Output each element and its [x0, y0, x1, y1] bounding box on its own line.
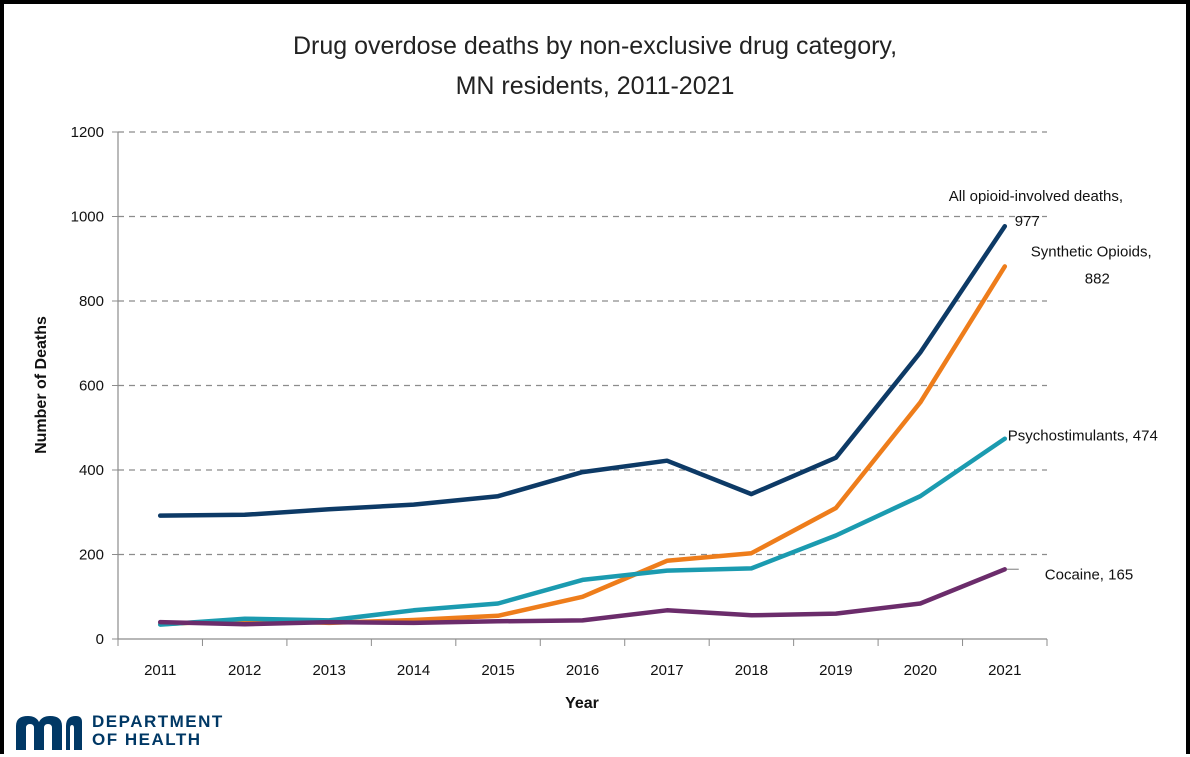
x-axis-label: Year — [565, 695, 599, 712]
x-tick-label: 2012 — [228, 662, 261, 679]
mn-department-of-health-logo: DEPARTMENT OF HEALTH — [14, 712, 244, 754]
y-tick-label: 1200 — [71, 124, 104, 141]
x-tick-label: 2021 — [988, 662, 1021, 679]
chart-title-line2: MN residents, 2011-2021 — [455, 72, 735, 100]
series-line-all-opioid-involved-deaths — [157, 223, 1008, 518]
x-tick-label: 2019 — [819, 662, 852, 679]
x-tick-label: 2018 — [735, 662, 768, 679]
x-tick-label: 2011 — [144, 662, 176, 679]
x-tick-label: 2013 — [312, 662, 345, 679]
x-tick-label: 2015 — [481, 662, 514, 679]
series-lines — [157, 223, 1008, 627]
x-tick-label: 2020 — [904, 662, 937, 679]
x-tick-label: 2016 — [566, 662, 599, 679]
logo-line2: OF HEALTH — [92, 730, 202, 749]
y-tick-label: 1000 — [71, 209, 104, 226]
y-tick-label: 800 — [79, 293, 104, 310]
y-axis-label: Number of Deaths — [33, 316, 50, 454]
y-tick-labels: 0 200 400 600 800 1000 1200 — [71, 124, 118, 648]
logo-text: DEPARTMENT OF HEALTH — [92, 713, 224, 749]
chart-title: Drug overdose deaths by non-exclusive dr… — [0, 26, 1190, 106]
annotation-cocaine: Cocaine, 165 — [1045, 566, 1133, 583]
series-line-psychostimulants — [157, 436, 1008, 627]
x-tick-label: 2014 — [397, 662, 430, 679]
y-tick-label: 0 — [96, 631, 104, 648]
logo-line1: DEPARTMENT — [92, 712, 224, 731]
annotation-all-opioid-involved-deaths-value: 977 — [1015, 213, 1040, 230]
annotation-psychostimulants: Psychostimulants, 474 — [1008, 428, 1158, 445]
annotation-all-opioid-involved-deaths: All opioid-involved deaths, — [949, 188, 1123, 205]
series-line-cocaine — [157, 567, 1008, 627]
annotation-synthetic-opioids-value: 882 — [1085, 270, 1110, 287]
x-tick-label: 2017 — [650, 662, 683, 679]
y-tick-label: 400 — [79, 462, 104, 479]
annotation-synthetic-opioids: Synthetic Opioids, — [1031, 243, 1152, 260]
series-line-synthetic-opioids — [157, 264, 1008, 627]
x-tick-labels: 2011 2012 2013 2014 2015 2016 2017 2018 2019 2020… — [117, 639, 1048, 679]
series-annotations: All opioid-involved deaths, 977 Synthetic … — [949, 188, 1158, 583]
chart-title-line1: Drug overdose deaths by non-exclusive dr… — [292, 32, 898, 60]
mn-logo-icon — [16, 716, 82, 750]
gridlines — [118, 131, 1047, 556]
y-tick-label: 200 — [79, 547, 104, 564]
y-tick-label: 600 — [79, 378, 104, 395]
